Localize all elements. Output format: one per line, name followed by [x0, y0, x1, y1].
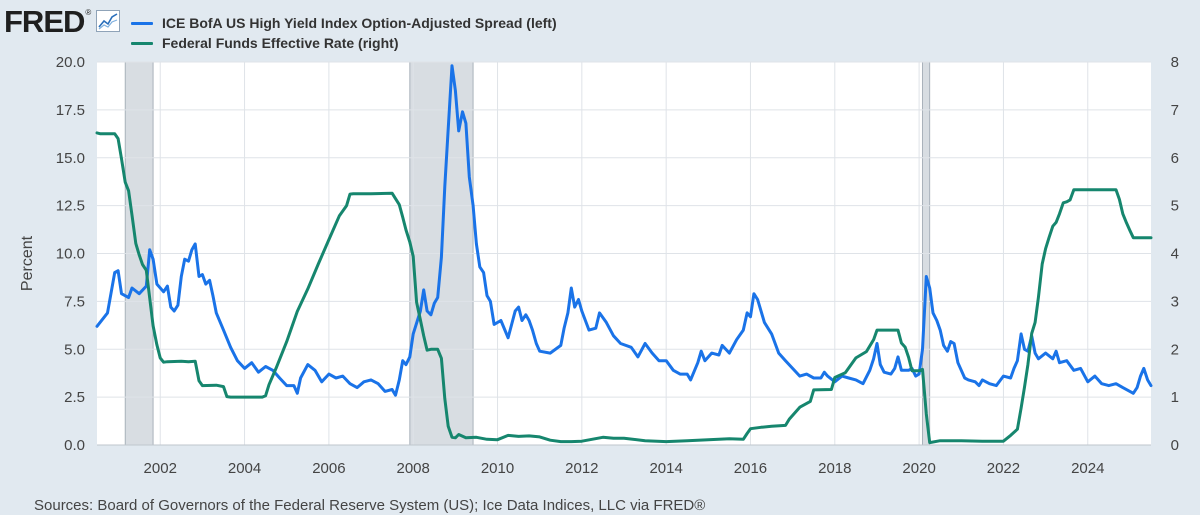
x-tick-label: 2022	[987, 460, 1020, 477]
chart-legend: ICE BofA US High Yield Index Option-Adju…	[131, 13, 557, 53]
y-left-tick-label: 5.0	[64, 341, 85, 358]
y-right-tick-label: 0	[1171, 437, 1179, 454]
gridlines	[97, 61, 1151, 445]
y-right-tick-label: 7	[1171, 102, 1179, 119]
line-graph-icon	[96, 10, 121, 32]
y-right-tick-label: 3	[1171, 293, 1179, 310]
x-tick-label: 2008	[397, 460, 430, 477]
y-right-tick-label: 8	[1171, 54, 1179, 71]
series-line-spread[interactable]	[95, 64, 1153, 397]
legend-item-fedfunds[interactable]: Federal Funds Effective Rate (right)	[131, 33, 557, 53]
fred-logo-text: FRED	[4, 4, 85, 39]
y-right-tick-label: 6	[1171, 150, 1179, 167]
chart-header: FRED ® ICE BofA US High Yield Index Opti…	[0, 0, 1200, 56]
registered-mark: ®	[85, 8, 92, 17]
x-tick-label: 2024	[1071, 460, 1104, 477]
fred-logo[interactable]: FRED ®	[4, 4, 121, 39]
y-left-tick-label: 2.5	[64, 389, 85, 406]
series-line-fedfunds[interactable]	[95, 131, 1153, 445]
legend-swatch-fedfunds	[131, 41, 153, 45]
y-left-tick-label: 15.0	[56, 150, 85, 167]
legend-item-spread[interactable]: ICE BofA US High Yield Index Option-Adju…	[131, 13, 557, 33]
y-right-tick-label: 4	[1171, 246, 1179, 263]
x-tick-label: 2002	[144, 460, 177, 477]
source-note: Sources: Board of Governors of the Feder…	[34, 497, 706, 514]
y-left-tick-label: 0.0	[64, 437, 85, 454]
series-lines[interactable]	[95, 64, 1153, 445]
y-right-tick-label: 2	[1171, 341, 1179, 358]
x-tick-label: 2006	[312, 460, 345, 477]
x-tick-label: 2012	[565, 460, 598, 477]
y-left-tick-label: 17.5	[56, 102, 85, 119]
legend-label-spread: ICE BofA US High Yield Index Option-Adju…	[162, 15, 557, 31]
x-tick-label: 2004	[228, 460, 261, 477]
y-axis-title: Percent	[19, 235, 36, 291]
y-left-tick-label: 10.0	[56, 246, 85, 263]
y-right-tick-label: 5	[1171, 198, 1179, 215]
x-tick-label: 2020	[902, 460, 935, 477]
legend-swatch-spread	[131, 21, 153, 25]
y-left-tick-label: 12.5	[56, 198, 85, 215]
x-tick-label: 2014	[649, 460, 682, 477]
y-left-tick-label: 7.5	[64, 293, 85, 310]
axes: 2002 2004 2006 2008 2010 2012 2014 2016 2018 2020…	[19, 54, 1179, 477]
x-tick-label: 2016	[734, 460, 767, 477]
y-left-tick-label: 20.0	[56, 54, 85, 71]
x-tick-label: 2010	[481, 460, 514, 477]
legend-label-fedfunds: Federal Funds Effective Rate (right)	[162, 35, 399, 51]
x-tick-label: 2018	[818, 460, 851, 477]
y-right-tick-label: 1	[1171, 389, 1179, 406]
